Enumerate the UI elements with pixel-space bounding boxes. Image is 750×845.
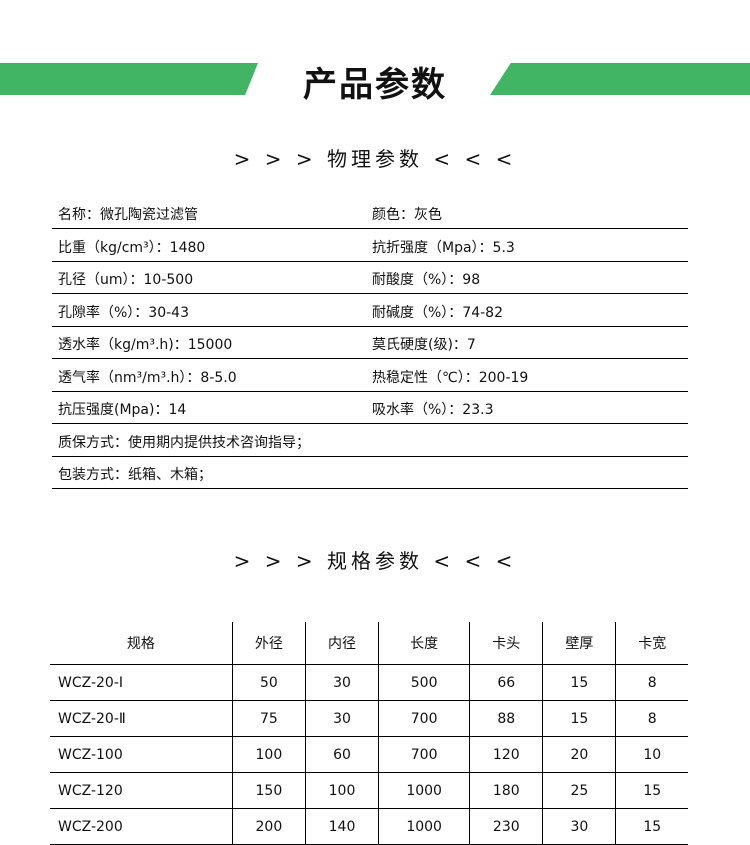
table-cell: 700	[378, 700, 470, 737]
table-row: WCZ-100 100 60 700 120 20 10	[50, 736, 688, 773]
table-cell: WCZ-20-Ⅱ	[50, 700, 233, 737]
table-cell: 120	[469, 736, 543, 773]
param-cell: 质保方式：使用期内提供技术咨询指导；	[58, 434, 310, 451]
table-cell: 30	[304, 664, 379, 701]
page-title: 产品参数	[303, 65, 447, 105]
table-cell: WCZ-20-Ⅰ	[50, 664, 233, 701]
spec-table: 规格 外径 内径 长度 卡头 壁厚 卡宽 WCZ-20-Ⅰ 50 30 500 66 15 8 WCZ-2…	[50, 622, 688, 845]
table-cell: 230	[469, 808, 543, 845]
param-cell: 吸水率（%）：23.3	[372, 402, 494, 418]
table-cell: 200	[231, 808, 306, 845]
table-cell: 700	[378, 736, 470, 773]
param-cell: 莫氏硬度(级)：7	[372, 337, 476, 353]
physical-heading: > > > 物理参数 < < <	[233, 147, 517, 171]
table-cell: 500	[378, 664, 470, 701]
table-cell: 25	[542, 772, 616, 809]
table-cell: 15	[615, 772, 688, 809]
param-cell: 孔径（um）：10-500	[58, 272, 194, 288]
param-cell: 透水率（kg/m³.h)：15000	[58, 337, 233, 353]
param-row: 比重（kg/cm³）：1480 抗折强度（Mpa）：5.3	[52, 229, 688, 262]
param-cell: 抗折强度（Mpa）：5.3	[372, 239, 515, 256]
table-cell: 140	[304, 808, 379, 845]
param-cell: 透气率（nm³/m³.h）：8-5.0	[58, 369, 237, 386]
green-banner-right	[490, 63, 750, 95]
table-cell: 100	[231, 736, 306, 773]
table-cell: 50	[231, 664, 306, 701]
table-cell: WCZ-100	[50, 736, 233, 773]
table-cell: 15	[615, 808, 688, 845]
param-cell: 包装方式：纸箱、木箱；	[58, 467, 212, 483]
table-cell: 66	[469, 664, 543, 701]
param-row: 质保方式：使用期内提供技术咨询指导；	[52, 424, 688, 457]
table-cell: 1000	[378, 808, 470, 845]
param-cell: 耐酸度（%）：98	[372, 272, 481, 288]
spec-heading: > > > 规格参数 < < <	[233, 549, 517, 573]
table-cell: 10	[615, 736, 688, 773]
column-header: 卡头	[469, 622, 543, 665]
table-cell: 100	[304, 772, 379, 809]
param-cell: 孔隙率（%）：30-43	[58, 304, 189, 321]
table-cell: 1000	[378, 772, 470, 809]
param-cell: 颜色：灰色	[372, 207, 442, 223]
param-cell: 耐碱度（%）：74-82	[372, 304, 503, 321]
param-row: 透气率（nm³/m³.h）：8-5.0 热稳定性（℃）：200-19	[52, 359, 688, 392]
param-row: 名称：微孔陶瓷过滤管 颜色：灰色	[52, 196, 688, 229]
param-row: 透水率（kg/m³.h)：15000 莫氏硬度(级)：7	[52, 326, 688, 359]
table-cell: 150	[231, 772, 306, 809]
table-cell: 180	[469, 772, 543, 809]
table-cell: 15	[542, 700, 616, 737]
column-header: 规格	[50, 622, 233, 665]
table-cell: 8	[615, 700, 688, 737]
table-cell: 88	[469, 700, 543, 737]
table-cell: 8	[615, 664, 688, 701]
param-cell: 名称：微孔陶瓷过滤管	[58, 207, 198, 223]
param-row: 孔隙率（%）：30-43 耐碱度（%）：74-82	[52, 294, 688, 327]
table-row: WCZ-120 150 100 1000 180 25 15	[50, 772, 688, 809]
green-banner-left	[0, 63, 258, 95]
param-row: 孔径（um）：10-500 耐酸度（%）：98	[52, 261, 688, 294]
param-cell: 抗压强度(Mpa)：14	[58, 402, 187, 418]
column-header: 内径	[304, 622, 379, 665]
param-cell: 比重（kg/cm³）：1480	[58, 239, 206, 256]
table-row: WCZ-200 200 140 1000 230 30 15	[50, 808, 688, 845]
table-row: WCZ-20-Ⅱ 75 30 700 88 15 8	[50, 700, 688, 737]
table-cell: 30	[304, 700, 379, 737]
table-cell: 60	[304, 736, 379, 773]
table-cell: WCZ-120	[50, 772, 233, 809]
param-row: 抗压强度(Mpa)：14 吸水率（%）：23.3	[52, 391, 688, 424]
table-cell: WCZ-200	[50, 808, 233, 845]
table-cell: 15	[542, 664, 616, 701]
table-row: WCZ-20-Ⅰ 50 30 500 66 15 8	[50, 664, 688, 701]
table-cell: 75	[231, 700, 306, 737]
column-header: 卡宽	[615, 622, 688, 665]
param-cell: 热稳定性（℃）：200-19	[372, 369, 529, 386]
column-header: 长度	[378, 622, 470, 665]
table-cell: 30	[542, 808, 616, 845]
table-cell: 20	[542, 736, 616, 773]
param-row: 包装方式：纸箱、木箱；	[52, 456, 688, 489]
column-header: 壁厚	[542, 622, 616, 665]
column-header: 外径	[231, 622, 306, 665]
